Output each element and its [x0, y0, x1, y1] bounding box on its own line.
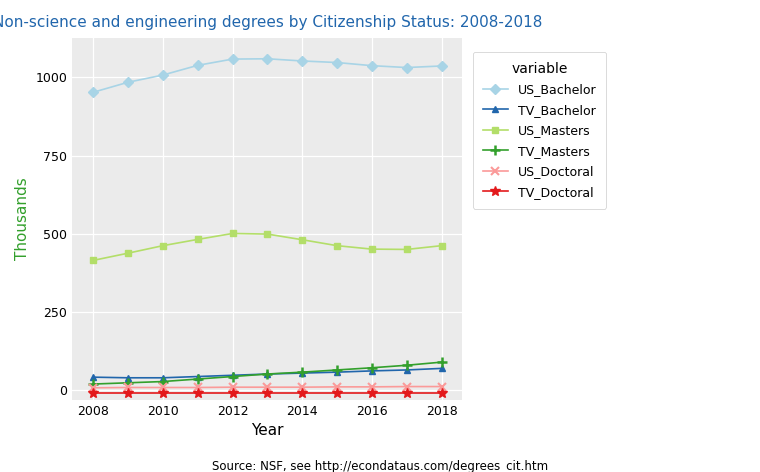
Y-axis label: Thousands: Thousands: [15, 177, 30, 260]
Legend: US_Bachelor, TV_Bachelor, US_Masters, TV_Masters, US_Doctoral, TV_Doctoral: US_Bachelor, TV_Bachelor, US_Masters, TV…: [473, 51, 606, 209]
Text: Source: NSF, see http://econdataus.com/degrees_cit.htm: Source: NSF, see http://econdataus.com/d…: [212, 460, 548, 472]
X-axis label: Year: Year: [251, 423, 283, 438]
Title: Non-science and engineering degrees by Citizenship Status: 2008-2018: Non-science and engineering degrees by C…: [0, 15, 542, 30]
